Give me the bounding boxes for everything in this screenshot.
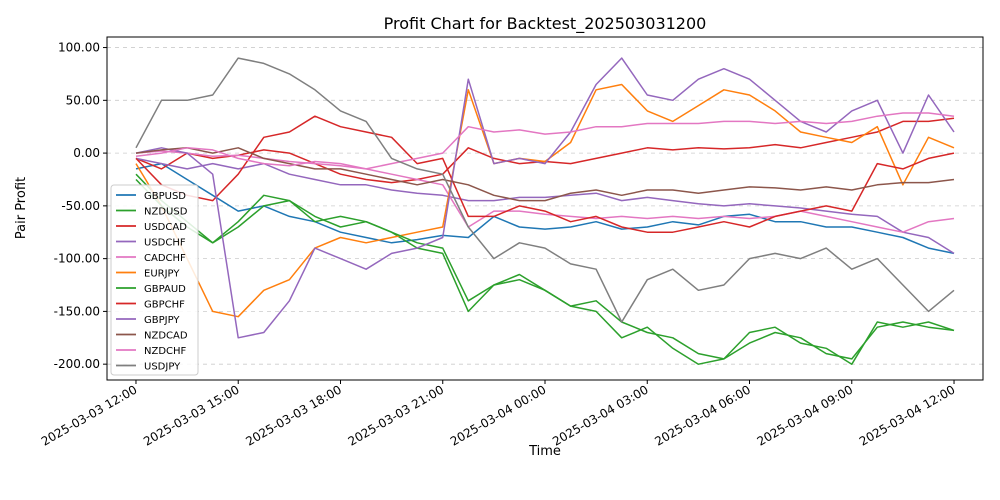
legend-label: GBPJPY	[144, 315, 180, 326]
series-line-nzdcad	[135, 147, 955, 202]
legend-label: NZDCAD	[144, 331, 188, 342]
y-tick-label: -150.00	[54, 304, 100, 318]
x-tick-label: 2025-03-03 12:00	[39, 382, 140, 448]
chart-title: Profit Chart for Backtest_202503031200	[384, 14, 707, 34]
x-tick-label: 2025-03-04 03:00	[550, 382, 651, 448]
x-tick-label: 2025-03-03 15:00	[141, 382, 242, 448]
y-tick-label: -50.00	[61, 199, 100, 213]
legend-label: EURJPY	[144, 269, 180, 280]
x-tick-label: 2025-03-03 21:00	[346, 382, 447, 448]
x-tick-label: 2025-03-03 18:00	[243, 382, 344, 448]
x-tick-label: 2025-03-04 00:00	[448, 382, 549, 448]
legend-label: GBPUSD	[144, 191, 186, 202]
legend-box	[110, 184, 199, 376]
plot-frame	[106, 36, 984, 381]
series-line-eurjpy	[135, 83, 955, 318]
series-line-usdchf	[135, 157, 955, 255]
y-axis-label: Pair Profit	[14, 177, 29, 239]
series-line-usdjpy	[135, 57, 955, 323]
x-tick-label: 2025-03-04 09:00	[755, 382, 856, 448]
legend-label: USDJPY	[144, 362, 181, 373]
y-tick-label: -200.00	[54, 357, 100, 371]
y-tick-label: 50.00	[66, 93, 100, 107]
y-tick-label: -100.00	[54, 252, 100, 266]
series-line-nzdusd	[135, 173, 955, 365]
legend-label: USDCHF	[144, 238, 186, 249]
y-tick-label: 0.00	[73, 146, 100, 160]
x-tick-label: 2025-03-04 06:00	[652, 382, 753, 448]
series-line-gbpusd	[135, 162, 955, 255]
y-tick-label: 100.00	[58, 41, 100, 55]
legend: GBPUSD NZDUSD USDCAD USDCHF CADCHF EURJPY GBPA…	[110, 184, 199, 376]
y-axis: 100.00 50.00 0.00 -50.00 -100.00 -150.00 -200.…	[54, 41, 107, 371]
legend-label: CADCHF	[144, 253, 186, 264]
series-line-gbpchf	[135, 115, 955, 233]
series-line-nzdchf	[135, 112, 955, 170]
legend-label: GBPCHF	[144, 300, 185, 311]
legend-label: USDCAD	[144, 222, 187, 233]
legend-label: NZDUSD	[144, 207, 188, 218]
legend-label: NZDCHF	[144, 346, 187, 357]
x-axis: 2025-03-03 12:00 2025-03-03 15:00 2025-03-…	[39, 380, 958, 449]
series-line-gbpaud	[135, 178, 955, 360]
legend-label: GBPAUD	[144, 284, 186, 295]
series-lines	[135, 57, 955, 365]
x-axis-label: Time	[528, 444, 561, 459]
series-line-gbpjpy	[135, 57, 955, 339]
x-tick-label: 2025-03-04 12:00	[857, 382, 958, 448]
